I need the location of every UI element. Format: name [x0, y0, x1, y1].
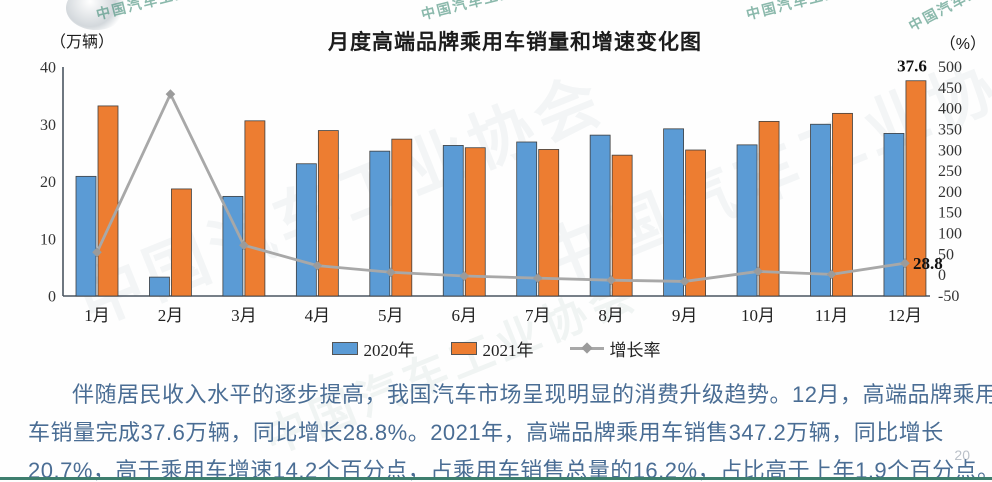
summary-text: 伴随居民收入水平的逐步提高，我国汽车市场呈现明显的消费升级趋势。12月，高端品牌…	[28, 376, 992, 482]
svg-text:1月: 1月	[84, 306, 110, 325]
legend-label-2020: 2020年	[363, 341, 415, 360]
legend-swatch-2021	[450, 342, 477, 355]
svg-text:50: 50	[938, 246, 954, 263]
legend-label-2021: 2021年	[482, 341, 534, 360]
svg-text:11月: 11月	[815, 306, 848, 325]
svg-text:-50: -50	[938, 288, 959, 305]
svg-text:6月: 6月	[452, 306, 478, 325]
right-axis-unit-label: （%）	[939, 36, 986, 53]
page-number: 20	[954, 447, 970, 463]
svg-text:9月: 9月	[672, 306, 698, 325]
svg-text:20: 20	[40, 174, 56, 191]
legend-line-icon	[569, 342, 604, 354]
svg-text:7月: 7月	[525, 306, 551, 325]
chart-title: 月度高端品牌乘用车销量和增速变化图	[328, 31, 702, 54]
svg-text:450: 450	[938, 80, 962, 97]
svg-text:2月: 2月	[158, 306, 184, 325]
svg-text:0: 0	[938, 267, 946, 284]
svg-text:350: 350	[938, 121, 962, 138]
svg-text:250: 250	[938, 163, 962, 180]
summary-line: 车销量完成37.6万辆，同比增长28.8%。2021年，高端品牌乘用车销售347…	[28, 420, 944, 445]
svg-text:200: 200	[938, 184, 962, 201]
svg-text:10月: 10月	[741, 306, 775, 325]
svg-text:12月: 12月	[888, 306, 922, 325]
svg-text:40: 40	[40, 60, 56, 77]
legend-swatch-2020	[331, 342, 358, 355]
bottom-border-line	[0, 477, 992, 480]
legend-label-growth: 增长率	[609, 341, 661, 360]
svg-text:0: 0	[48, 289, 56, 306]
svg-text:400: 400	[938, 101, 962, 118]
svg-text:100: 100	[938, 226, 962, 243]
svg-text:4月: 4月	[305, 306, 331, 325]
legend-item-2020: 2020年	[331, 336, 415, 361]
chart-legend: 2020年 2021年 增长率	[0, 336, 992, 361]
plot-area: 0 10 20 30 40 -50 0 50 100 150 200 250 300 350 400 450 5…	[40, 57, 962, 325]
svg-text:28.8: 28.8	[913, 254, 943, 273]
svg-text:300: 300	[938, 142, 962, 159]
svg-text:30: 30	[40, 117, 56, 134]
sales-growth-chart: （万辆） 月度高端品牌乘用车销量和增速变化图 （%） 0 10 20 30 40 -50 0…	[0, 31, 992, 361]
svg-text:150: 150	[938, 205, 962, 222]
svg-text:10: 10	[40, 231, 56, 248]
legend-item-growth: 增长率	[569, 336, 661, 361]
svg-text:8月: 8月	[598, 306, 624, 325]
legend-item-2021: 2021年	[450, 336, 534, 361]
left-axis-unit-label: （万辆）	[50, 34, 115, 51]
svg-text:500: 500	[938, 59, 962, 76]
svg-text:37.6: 37.6	[897, 57, 927, 76]
svg-text:5月: 5月	[378, 306, 404, 325]
summary-line: 伴随居民收入水平的逐步提高，我国汽车市场呈现明显的消费升级趋势。12月，高端品牌…	[72, 382, 992, 407]
svg-text:3月: 3月	[231, 306, 257, 325]
